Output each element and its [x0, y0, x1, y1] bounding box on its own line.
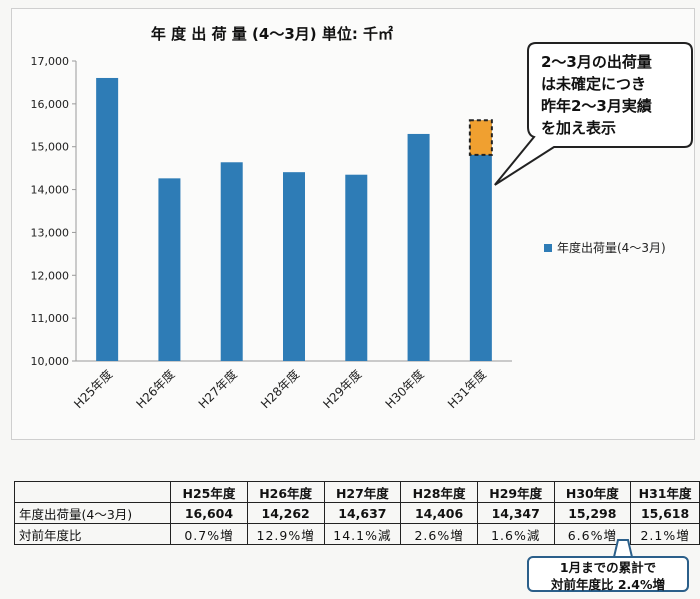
chart-title: 年 度 出 荷 量 (4〜3月) 単位: 千㎡ — [151, 25, 393, 43]
table-row: 対前年度比 0.7%増 12.9%増 14.1%減 2.6%増 1.6%減 6.… — [13, 523, 700, 545]
table-callout: 1月までの累計で 対前年度比 2.4%増 — [527, 556, 689, 592]
table-cell: 14,406 — [400, 502, 478, 524]
callout-bubble — [494, 42, 693, 186]
table-row: 年度出荷量(4〜3月) 16,604 14,262 14,637 14,406 … — [13, 502, 700, 524]
bar — [96, 77, 119, 361]
bar — [220, 162, 243, 361]
table-cell: 2.1%増 — [630, 523, 700, 545]
table-cell: 14,262 — [246, 502, 325, 524]
legend-swatch — [544, 243, 552, 252]
y-tick-label: 13,000 — [31, 226, 70, 239]
table-cell: 2.6%増 — [400, 523, 478, 545]
table-header-cell: H31年度 — [630, 481, 700, 503]
bar — [469, 120, 492, 361]
legend: 年度出荷量(4〜3月) — [544, 239, 666, 256]
chart-canvas: 年 度 出 荷 量 (4〜3月) 単位: 千㎡ 10,000 11,000 12,00… — [31, 25, 693, 411]
bar — [407, 133, 430, 361]
y-tick-label: 16,000 — [31, 98, 70, 111]
bar — [158, 178, 181, 361]
legend-label: 年度出荷量(4〜3月) — [557, 241, 666, 255]
data-table: H25年度 H26年度 H27年度 H28年度 H29年度 H30年度 H31年… — [13, 481, 700, 545]
chart-area: 年 度 出 荷 量 (4〜3月) 単位: 千㎡ 10,000 11,000 12,00… — [11, 8, 695, 440]
y-tick-label: 17,000 — [31, 55, 70, 68]
chart-callout-text: 2〜3月の出荷量 は未確定につき 昨年2〜3月実績 を加え表示 — [541, 53, 652, 137]
y-tick-label: 15,000 — [31, 141, 70, 154]
table-cell: 14.1%減 — [323, 523, 402, 545]
table-cell: 15,298 — [553, 502, 632, 524]
estimated-segment — [468, 119, 493, 156]
table-cell: 6.6%増 — [553, 523, 632, 545]
y-tick-label: 12,000 — [31, 269, 70, 282]
table-row-label: 年度出荷量(4〜3月) — [13, 502, 172, 524]
table-cell: 1.6%減 — [476, 523, 555, 545]
bar — [345, 174, 368, 361]
table-cell: 12.9%増 — [246, 523, 325, 545]
table-cell: 15,618 — [630, 502, 700, 524]
table-row-label: 対前年度比 — [13, 523, 172, 545]
bar — [283, 172, 305, 361]
y-tick-label: 14,000 — [31, 184, 70, 197]
table-header-cell: H28年度 — [400, 481, 478, 503]
table-header-cell: H25年度 — [170, 481, 248, 503]
y-tick-label: 10,000 — [31, 355, 70, 368]
table-cell: 14,637 — [323, 502, 402, 524]
table-cell: 16,604 — [170, 502, 248, 524]
y-tick-label: 11,000 — [31, 312, 70, 325]
